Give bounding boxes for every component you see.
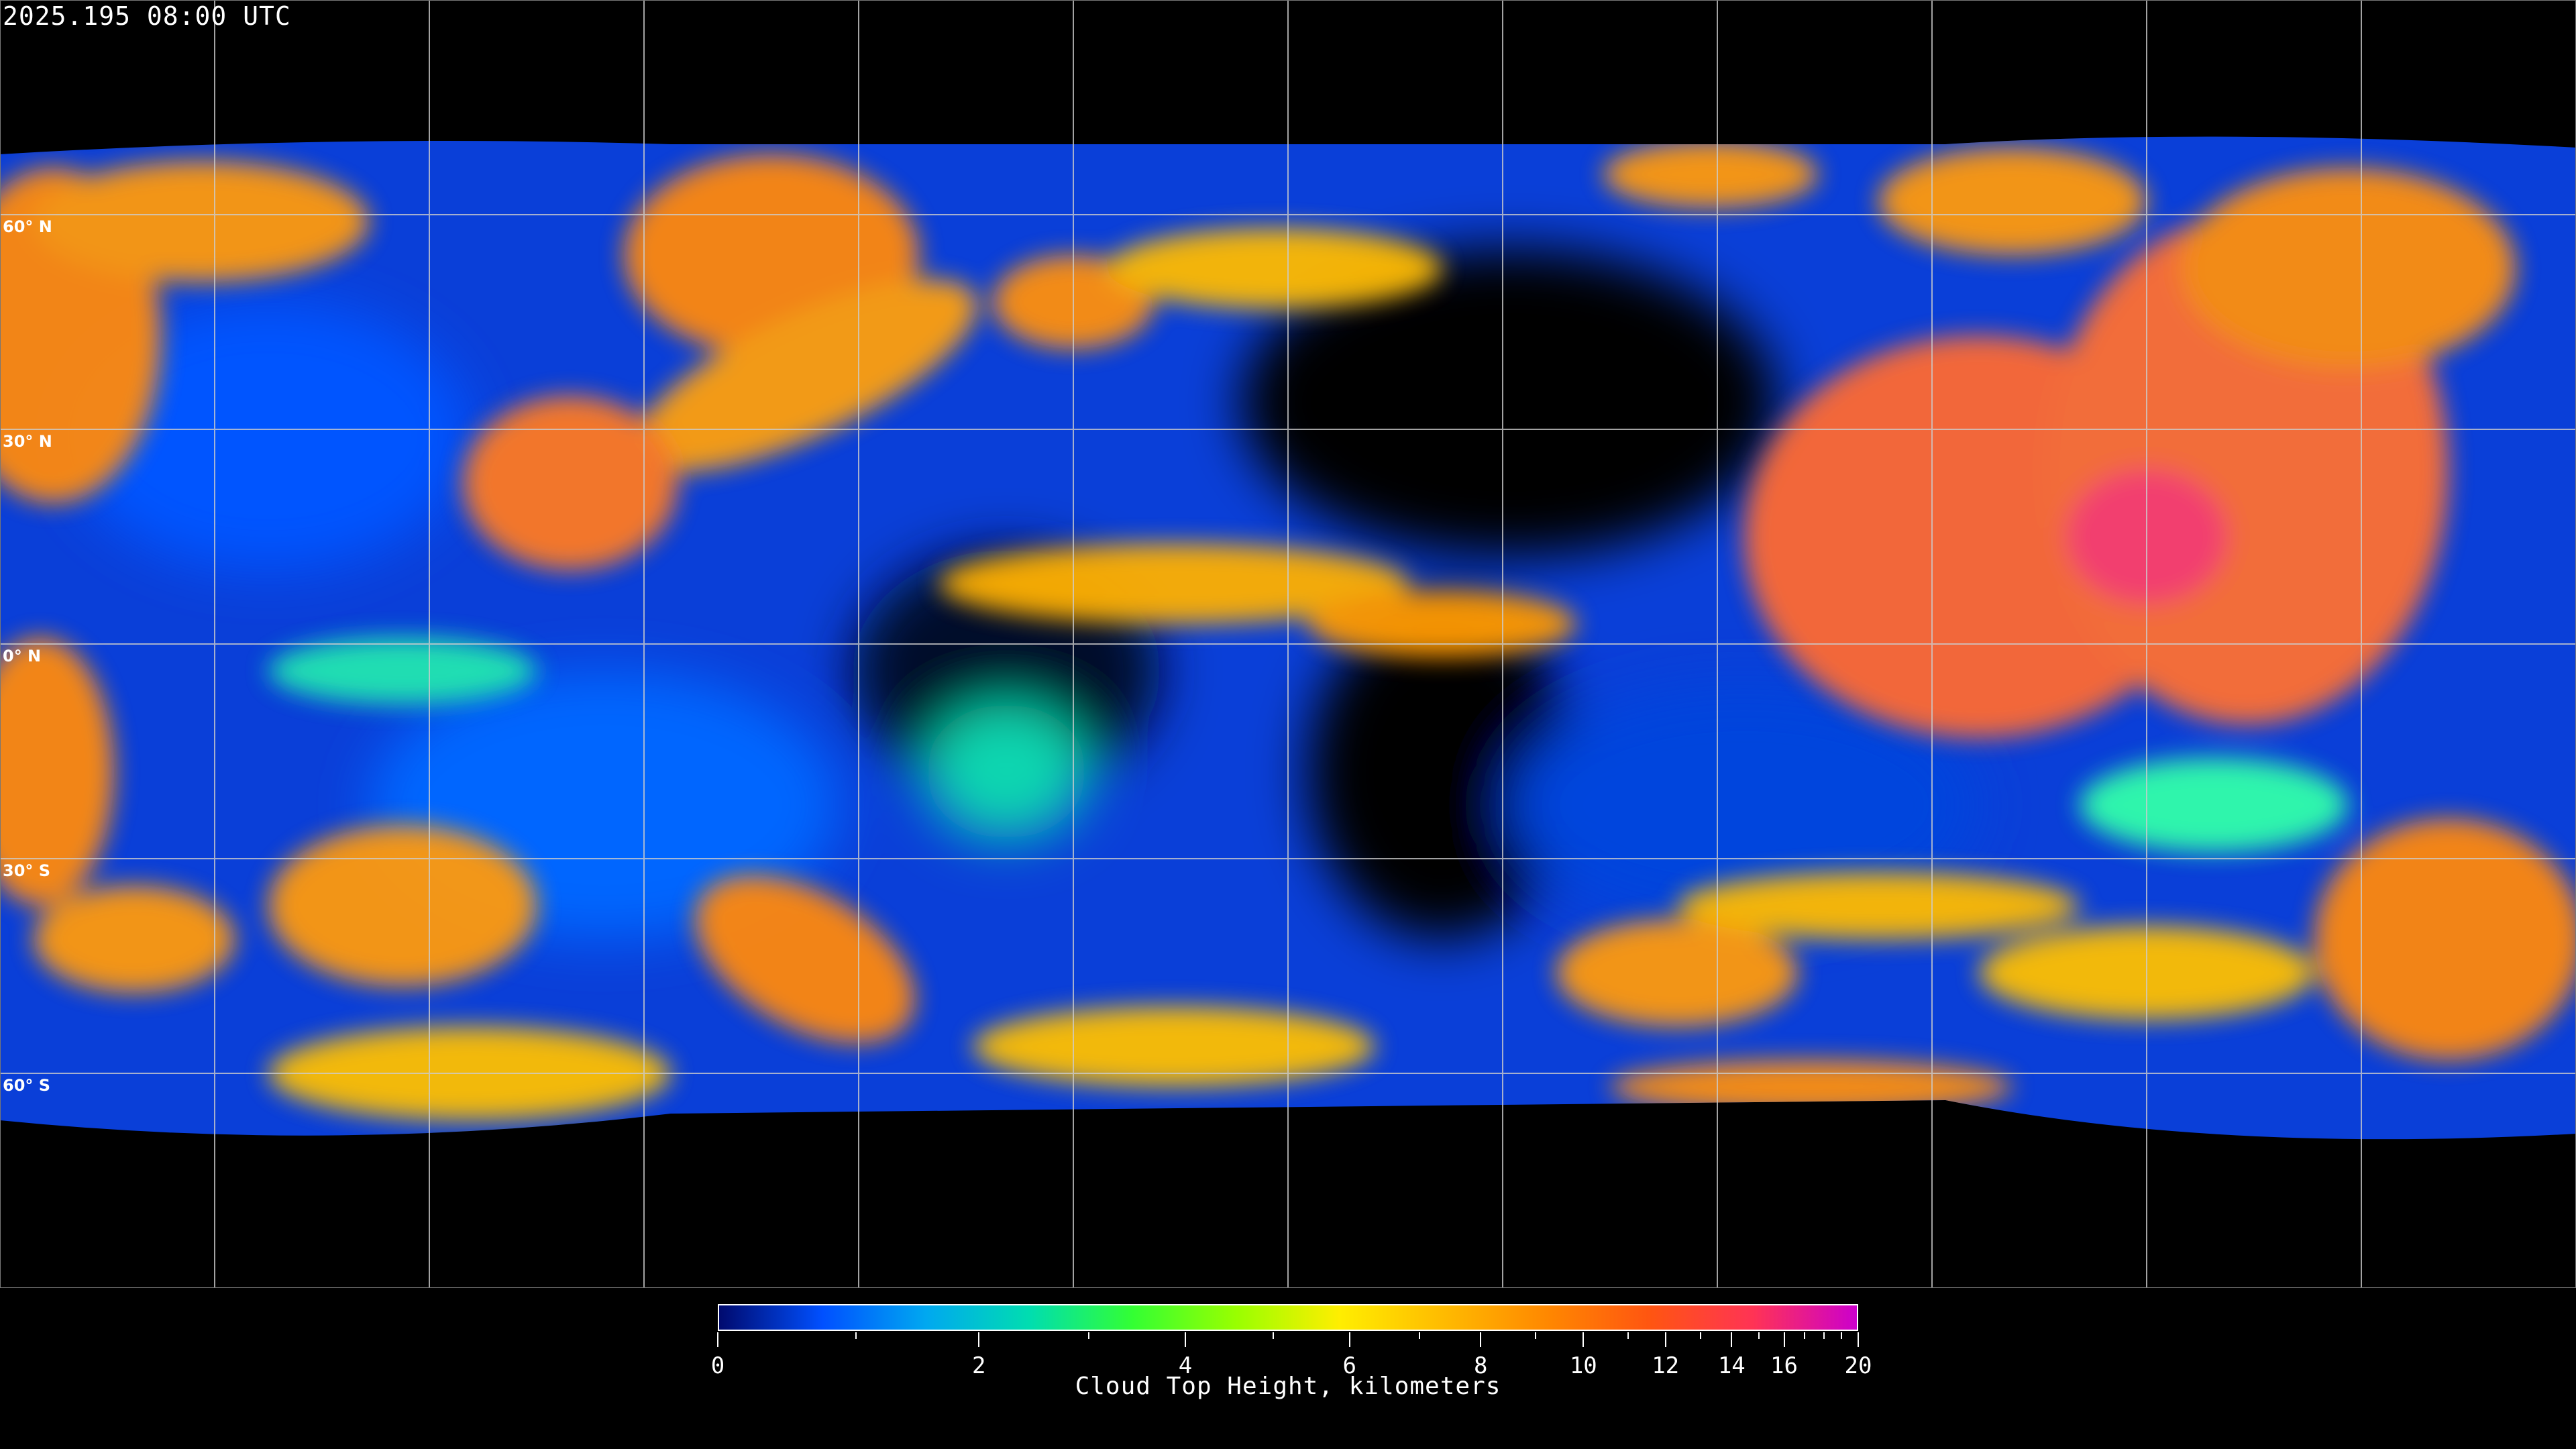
- colorbar-tick-label: 12: [1652, 1352, 1680, 1379]
- colorbar-tick-label: 0: [710, 1352, 725, 1379]
- colorbar-major-tick: [1185, 1332, 1186, 1347]
- colorbar-minor-tick: [1627, 1332, 1629, 1339]
- colorbar-major-tick: [1783, 1332, 1785, 1347]
- colorbar-major-tick: [1480, 1332, 1482, 1347]
- colorbar-minor-tick: [1418, 1332, 1420, 1339]
- colorbar-tick-label: 6: [1342, 1352, 1357, 1379]
- colorbar-major-tick: [1858, 1332, 1859, 1347]
- colorbar-minor-tick: [855, 1332, 857, 1339]
- colorbar-minor-tick: [1087, 1332, 1089, 1339]
- lat-label: 30° N: [3, 432, 52, 451]
- lat-label: 60° S: [3, 1076, 51, 1095]
- colorbar-ticks: 0 2 4 6 8 10 12 14 16 20: [711, 1332, 1872, 1386]
- colorbar-tick-label: 2: [972, 1352, 986, 1379]
- colorbar: [718, 1304, 1858, 1331]
- colorbar-major-tick: [1664, 1332, 1666, 1347]
- colorbar-title: Cloud Top Height, kilometers: [1075, 1373, 1501, 1400]
- colorbar-minor-tick: [1534, 1332, 1536, 1339]
- colorbar-minor-tick: [1804, 1332, 1806, 1339]
- colorbar-tick-label: 20: [1844, 1352, 1872, 1379]
- colorbar-major-tick: [1582, 1332, 1585, 1347]
- colorbar-major-tick: [1348, 1332, 1350, 1347]
- colorbar-minor-tick: [1758, 1332, 1760, 1339]
- colorbar-tick-label: 14: [1717, 1352, 1746, 1379]
- timestamp: 2025.195 08:00 UTC: [3, 1, 291, 31]
- lat-label: 0° N: [3, 647, 42, 665]
- colorbar-minor-tick: [1700, 1332, 1702, 1339]
- lat-label: 60° N: [3, 217, 52, 236]
- colorbar-tick-label: 4: [1178, 1352, 1193, 1379]
- colorbar-tick-label: 8: [1474, 1352, 1488, 1379]
- colorbar-minor-tick: [1823, 1332, 1825, 1339]
- colorbar-minor-tick: [1840, 1332, 1842, 1339]
- colorbar-minor-tick: [1272, 1332, 1274, 1339]
- colorbar-major-tick: [1731, 1332, 1733, 1347]
- colorbar-tick-label: 10: [1569, 1352, 1597, 1379]
- colorbar-tick-label: 16: [1770, 1352, 1798, 1379]
- colorbar-major-tick: [717, 1332, 718, 1347]
- colorbar-major-tick: [978, 1332, 980, 1347]
- graticule: [0, 0, 2576, 1288]
- cloud-top-height-map: [0, 0, 2576, 1288]
- lat-label: 30° S: [3, 861, 51, 880]
